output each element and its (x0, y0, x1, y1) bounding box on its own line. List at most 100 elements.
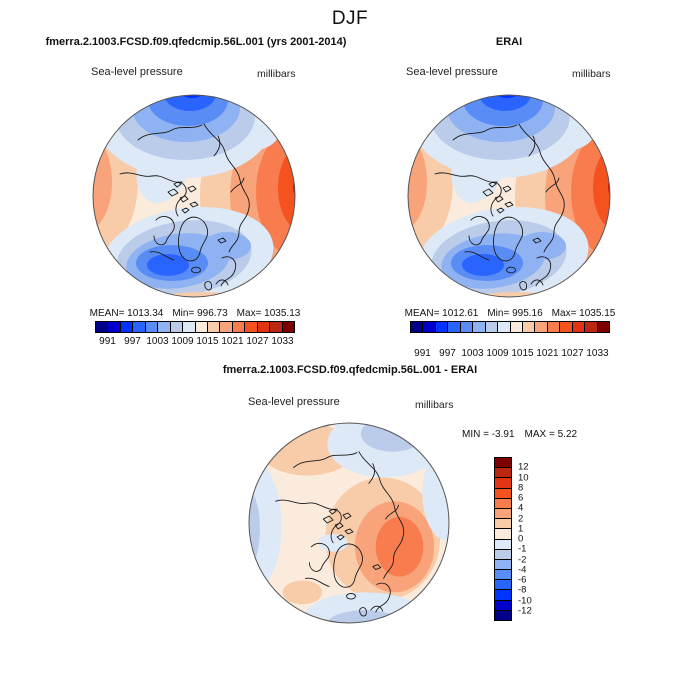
colorbar-cell (182, 321, 196, 333)
colorbar-cell (219, 321, 233, 333)
diff-colorbar-label: 4 (518, 502, 524, 514)
colorbar-tick-label: 1009 (486, 348, 509, 359)
model-stat-mean: MEAN= 1013.34 (89, 308, 164, 319)
diff-variable-label: Sea-level pressure (248, 396, 340, 408)
colorbar-tick-label: 997 (124, 336, 141, 347)
colorbar-tick-label: 1015 (196, 336, 219, 347)
colorbar-cell (559, 321, 573, 333)
diff-colorbar-label: 1 (518, 523, 524, 535)
mean-map-svg (92, 94, 296, 298)
model-units-label: millibars (257, 68, 296, 80)
obs-stat-mean: MEAN= 1012.61 (404, 308, 479, 319)
colorbar-tick-label: 1033 (586, 348, 609, 359)
diff-colorbar-label: -2 (518, 554, 527, 565)
colorbar-tick-label: 997 (439, 348, 456, 359)
colorbar-cell (509, 321, 523, 333)
diff-stat-max: MAX = 5.22 (524, 429, 578, 440)
obs-stat-min: Min= 995.16 (487, 308, 543, 319)
diff-colorbar-label: 12 (518, 461, 529, 473)
colorbar-cell (521, 321, 536, 333)
colorbar-cell (132, 321, 146, 333)
colorbar-tick-label: 1003 (461, 348, 484, 359)
coastlines (275, 451, 405, 617)
colorbar-tick-label: 1033 (271, 336, 294, 347)
colorbar-cell (107, 321, 121, 333)
diff-colorbar-label: -8 (518, 584, 527, 596)
coastlines (119, 123, 250, 291)
diff-colorbar (494, 457, 512, 621)
model-stat-max: Max= 1035.13 (236, 308, 301, 319)
colorbar-cell (169, 321, 184, 333)
diff-map-svg (248, 422, 450, 624)
diff-colorbar-label: 8 (518, 482, 524, 494)
colorbar-cell (95, 321, 109, 333)
colorbar-tick-label: 991 (414, 348, 431, 359)
colorbar-cell (484, 321, 499, 333)
colorbar-cell (447, 321, 461, 333)
diff-colorbar-label: -1 (518, 543, 527, 555)
colorbar-cell (497, 321, 511, 333)
colorbar-tick-label: 1009 (171, 336, 194, 347)
obs-panel-title: ERAI (495, 36, 523, 48)
obs-stats: MEAN= 1012.61 Min= 995.16 Max= 1035.15 (405, 308, 616, 319)
colorbar-cell (571, 321, 586, 333)
model-panel-title: fmerra.2.1003.FCSD.f09.qfedcmip.56L.001 … (45, 36, 347, 48)
diff-stat-min: MIN = -3.91 (462, 429, 515, 440)
colorbar-tick-label: 1021 (536, 348, 559, 359)
season-title: DJF (331, 8, 369, 29)
colorbar-cell (231, 321, 246, 333)
diff-colorbar-labels: 12 10 8 6 4 2 1 0 -1 -2 -4 -6 -8 -10 -12 (494, 457, 534, 621)
colorbar-tick-label: 1015 (511, 348, 534, 359)
colorbar-tick-label: 1003 (146, 336, 169, 347)
colorbar-tick-label: 1027 (561, 348, 584, 359)
diff-colorbar-label: -4 (518, 564, 527, 576)
colorbar-cell (256, 321, 271, 333)
colorbar-cell (269, 321, 283, 333)
diff-colorbar-label: -12 (518, 605, 532, 617)
colorbar-cell (244, 321, 258, 333)
diff-panel-title: fmerra.2.1003.FCSD.f09.qfedcmip.56L.001 … (222, 364, 478, 376)
colorbar-cell (584, 321, 598, 333)
model-colorbar-ticks: 991 997 1003 1009 1015 1021 1027 1033 (95, 336, 295, 348)
model-stats: MEAN= 1013.34 Min= 996.73 Max= 1035.13 (90, 308, 301, 319)
coastlines (434, 123, 565, 291)
diff-colorbar-label: 0 (518, 533, 524, 545)
obs-units-label: millibars (572, 68, 611, 80)
colorbar-cell (281, 321, 295, 333)
colorbar-cell (206, 321, 221, 333)
colorbar-cell (119, 321, 134, 333)
diff-stats: MIN = -3.91 MAX = 5.22 (462, 429, 577, 440)
obs-stat-max: Max= 1035.15 (551, 308, 616, 319)
diff-colorbar-label: -10 (518, 595, 532, 606)
colorbar-cell (534, 321, 548, 333)
model-variable-label: Sea-level pressure (91, 66, 183, 78)
colorbar-tick-label: 991 (99, 336, 116, 347)
diff-colorbar-label: 10 (518, 472, 529, 483)
colorbar-cell (157, 321, 171, 333)
mean-map-svg (407, 94, 611, 298)
obs-map (407, 94, 611, 298)
colorbar-tick-label: 1027 (246, 336, 269, 347)
colorbar-cell (459, 321, 474, 333)
obs-variable-label: Sea-level pressure (406, 66, 498, 78)
colorbar-cell (410, 321, 424, 333)
obs-colorbar-ticks: 991 997 1003 1009 1015 1021 1027 1033 (410, 348, 610, 360)
colorbar-cell (596, 321, 610, 333)
colorbar-cell (422, 321, 436, 333)
colorbar-cell (144, 321, 159, 333)
model-colorbar (95, 321, 295, 333)
diff-colorbar-label: -6 (518, 574, 527, 586)
model-map (92, 94, 296, 298)
model-stat-min: Min= 996.73 (172, 308, 228, 319)
colorbar-cell (194, 321, 208, 333)
obs-colorbar (410, 321, 610, 333)
diff-colorbar-cell (494, 609, 512, 621)
colorbar-cell (434, 321, 449, 333)
diff-colorbar-label: 2 (518, 513, 524, 524)
colorbar-cell (546, 321, 561, 333)
colorbar-cell (472, 321, 486, 333)
diff-units-label: millibars (415, 399, 454, 411)
diff-colorbar-label: 6 (518, 492, 524, 504)
diff-map (248, 422, 450, 624)
